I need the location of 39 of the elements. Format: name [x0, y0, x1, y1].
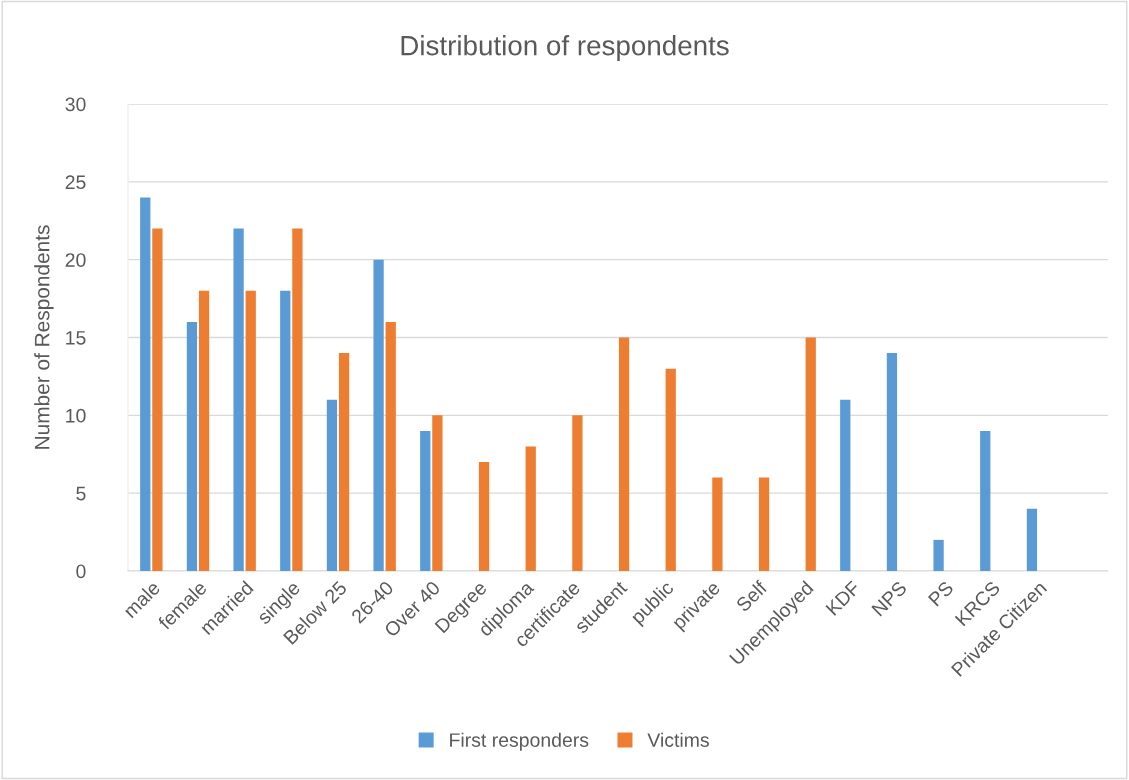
x-tick-label: PS: [927, 580, 955, 607]
y-tick-label: 20: [65, 253, 86, 267]
bar: [886, 353, 898, 571]
bar: [233, 228, 244, 571]
legend-label: Victims: [647, 732, 709, 747]
bar: [326, 399, 338, 571]
bar: [432, 415, 443, 571]
y-tick-label: 15: [66, 331, 86, 345]
bar: [572, 415, 583, 571]
bar: [478, 462, 490, 571]
bar: [152, 228, 163, 571]
bar: [245, 290, 256, 571]
bar: [420, 430, 431, 571]
bar: [373, 259, 384, 571]
bar: [338, 353, 350, 571]
bar: [933, 539, 944, 571]
bar: [665, 368, 676, 571]
chart-title: Distribution of respondents: [401, 35, 729, 61]
y-axis-title: Number of Respondents: [34, 225, 54, 449]
bar: [140, 197, 151, 571]
y-tick-label: 30: [65, 97, 86, 112]
bar: [385, 321, 396, 571]
bar: [1026, 508, 1038, 571]
bar: [525, 446, 536, 571]
bar: [980, 430, 991, 571]
bar: [280, 290, 291, 571]
bar: [805, 337, 816, 571]
bar: [618, 337, 630, 571]
legend-label: First responders: [450, 732, 589, 751]
bar: [198, 290, 210, 571]
bar: [292, 228, 303, 571]
bar: [840, 399, 851, 571]
y-tick-label: 25: [65, 175, 86, 190]
bar: [186, 321, 198, 571]
bar: [758, 477, 770, 571]
y-tick-label: 5: [76, 486, 86, 501]
bar: [712, 477, 723, 571]
y-tick-label: 10: [66, 408, 86, 423]
y-tick-label: 0: [76, 564, 86, 579]
